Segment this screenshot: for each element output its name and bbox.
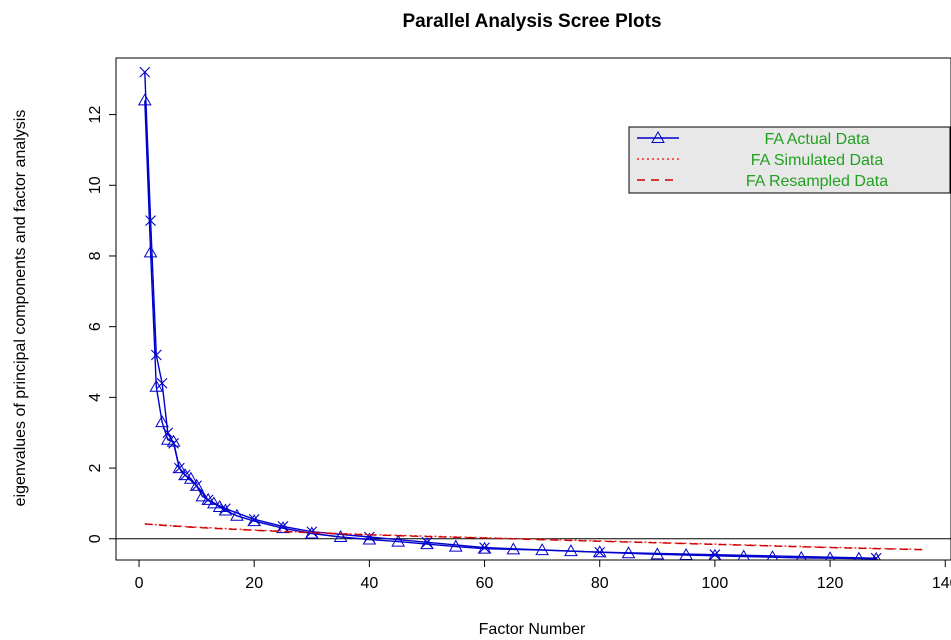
legend-label-2: FA Resampled Data xyxy=(746,173,888,190)
triangle-point xyxy=(333,530,348,543)
triangle-point xyxy=(420,537,434,550)
triangle-point xyxy=(477,541,492,554)
y-tick-label: 0 xyxy=(87,534,104,543)
triangle-point xyxy=(201,492,215,505)
series-line-pc_simulated xyxy=(144,523,923,551)
y-tick-label: 6 xyxy=(87,322,104,331)
y-tick-label: 8 xyxy=(87,251,104,260)
chart-title: Parallel Analysis Scree Plots xyxy=(402,11,661,32)
triangle-point xyxy=(592,545,607,558)
x-point xyxy=(306,526,318,538)
y-tick-label: 2 xyxy=(87,464,104,473)
legend: FA Actual Data FA Simulated Data FA Resamp… xyxy=(628,126,951,194)
x-point xyxy=(139,66,151,78)
x-point xyxy=(277,521,289,532)
y-axis-label: eigenvalues of principal components and … xyxy=(12,110,29,507)
triangle-point xyxy=(766,550,779,560)
legend-box xyxy=(628,126,951,194)
triangle-point xyxy=(362,532,377,545)
x-tick-label: 100 xyxy=(702,575,729,592)
x-tick-label: 0 xyxy=(135,575,144,592)
triangle-point xyxy=(796,550,807,560)
triangle-point xyxy=(621,546,636,559)
triangle-point xyxy=(195,489,210,502)
triangle-point xyxy=(564,544,578,557)
triangle-point xyxy=(137,93,152,106)
triangle-point xyxy=(448,539,463,552)
axis-ticks: 0 20 40 60 80 100 120 140 0 2 4 6 8 10 12 xyxy=(87,106,951,592)
x-point xyxy=(156,377,168,389)
triangle-point xyxy=(207,496,221,509)
x-tick-label: 40 xyxy=(360,575,378,592)
triangle-point xyxy=(506,542,521,555)
x-tick-label: 120 xyxy=(817,575,844,592)
x-point xyxy=(145,215,156,227)
x-axis-label: Factor Number xyxy=(479,621,586,638)
series-line-fa_actual xyxy=(144,100,877,560)
triangle-point xyxy=(825,551,836,560)
x-point xyxy=(248,513,260,525)
x-point xyxy=(150,349,162,361)
triangle-point xyxy=(172,461,187,474)
y-tick-label: 10 xyxy=(87,176,104,194)
x-point xyxy=(479,542,490,554)
triangle-point xyxy=(189,478,204,491)
triangle-point xyxy=(276,521,290,534)
triangle-point xyxy=(535,543,549,556)
triangle-point xyxy=(212,499,227,512)
x-tick-label: 60 xyxy=(476,575,494,592)
triangle-point xyxy=(708,548,722,560)
triangle-point xyxy=(391,534,406,547)
plot-frame xyxy=(115,57,951,561)
triangle-point xyxy=(143,245,158,258)
triangle-point xyxy=(160,432,175,445)
x-tick-label: 20 xyxy=(245,575,263,592)
triangle-point xyxy=(166,434,181,447)
plot-area xyxy=(116,66,951,560)
y-tick-label: 4 xyxy=(87,393,104,402)
triangle-point xyxy=(155,415,169,428)
x-point xyxy=(709,549,721,560)
triangle-point xyxy=(218,503,233,516)
triangle-point xyxy=(854,551,864,560)
x-tick-label: 80 xyxy=(591,575,609,592)
triangle-point xyxy=(737,549,750,560)
triangle-point xyxy=(178,468,192,481)
x-tick-label: 140 xyxy=(932,575,951,592)
triangle-point xyxy=(149,379,164,392)
series-line-fa_resampled xyxy=(144,523,923,551)
legend-label-0: FA Actual Data xyxy=(765,131,870,148)
legend-triangle-icon xyxy=(651,130,665,143)
triangle-point xyxy=(184,471,198,484)
x-point xyxy=(870,552,882,560)
y-tick-label: 12 xyxy=(87,106,104,124)
series-line-pc_actual xyxy=(144,72,877,559)
triangle-point xyxy=(230,508,244,521)
x-point xyxy=(421,536,433,548)
triangle-point xyxy=(871,551,881,560)
triangle-point xyxy=(650,547,665,560)
legend-label-1: FA Simulated Data xyxy=(751,152,884,169)
triangle-point xyxy=(247,514,262,527)
